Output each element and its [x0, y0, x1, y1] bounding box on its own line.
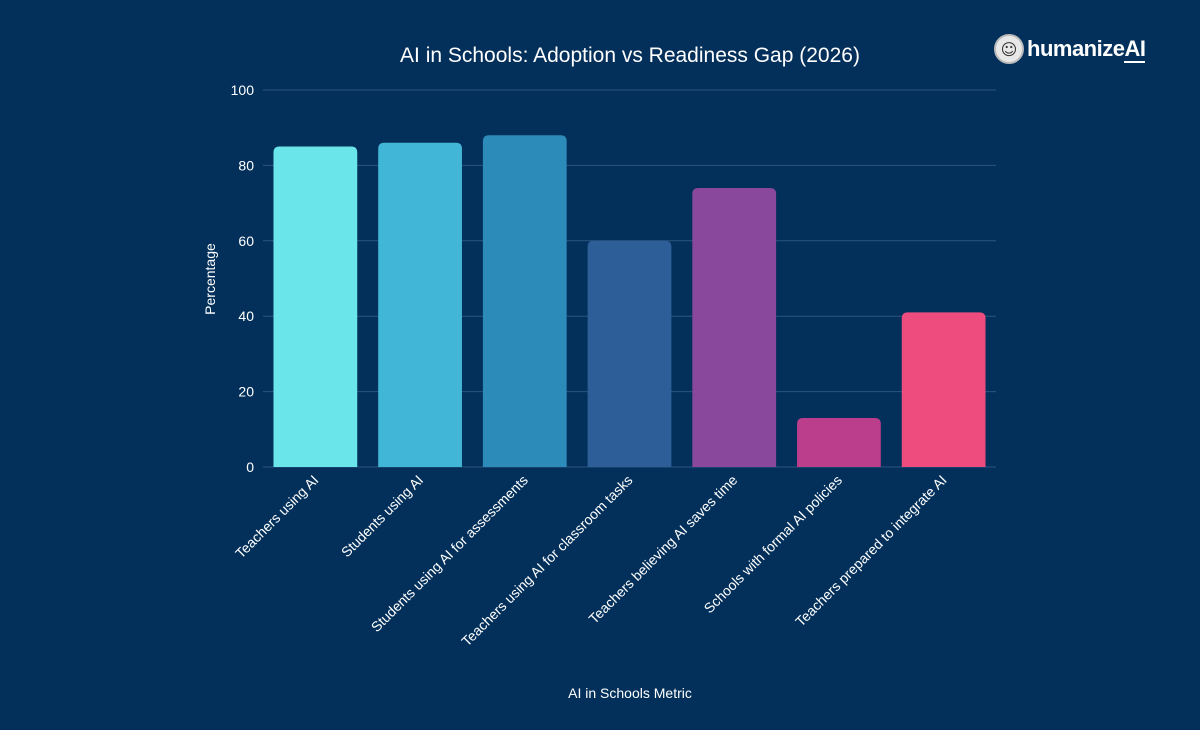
y-axis-ticks: 0 20 40 60 80 100 [231, 82, 255, 475]
x-axis-ticks: Teachers using AI Students using AIStuden… [232, 472, 950, 650]
x-tick-label: Teachers using AI [232, 472, 321, 561]
y-tick-label: 60 [238, 233, 254, 249]
x-tick-label: Students using AI [338, 472, 426, 560]
x-tick-label: Teachers using AI for classroom tasks [458, 472, 635, 649]
y-tick-label: 100 [231, 82, 255, 98]
y-tick-label: 40 [238, 308, 254, 324]
chart-title: AI in Schools: Adoption vs Readiness Gap… [400, 44, 860, 67]
bar [587, 240, 672, 467]
y-tick-label: 80 [238, 157, 254, 173]
bar [482, 135, 567, 468]
bar [273, 146, 358, 468]
brain-head-icon: ☺ [994, 34, 1024, 64]
logo-text: humanizeAI [1027, 36, 1146, 63]
bar [901, 312, 986, 467]
bar [797, 417, 881, 467]
logo-text-main: humanize [1027, 36, 1125, 61]
y-axis-label: Percentage [202, 243, 218, 315]
x-axis-label: AI in Schools Metric [568, 685, 692, 701]
bars [273, 135, 986, 468]
y-tick-label: 0 [246, 459, 254, 475]
bar [692, 188, 777, 467]
humanizeai-logo: ☺ humanizeAI [994, 34, 1146, 64]
bar [378, 142, 462, 467]
logo-text-accent: AI [1124, 36, 1146, 63]
y-tick-label: 20 [238, 384, 254, 400]
